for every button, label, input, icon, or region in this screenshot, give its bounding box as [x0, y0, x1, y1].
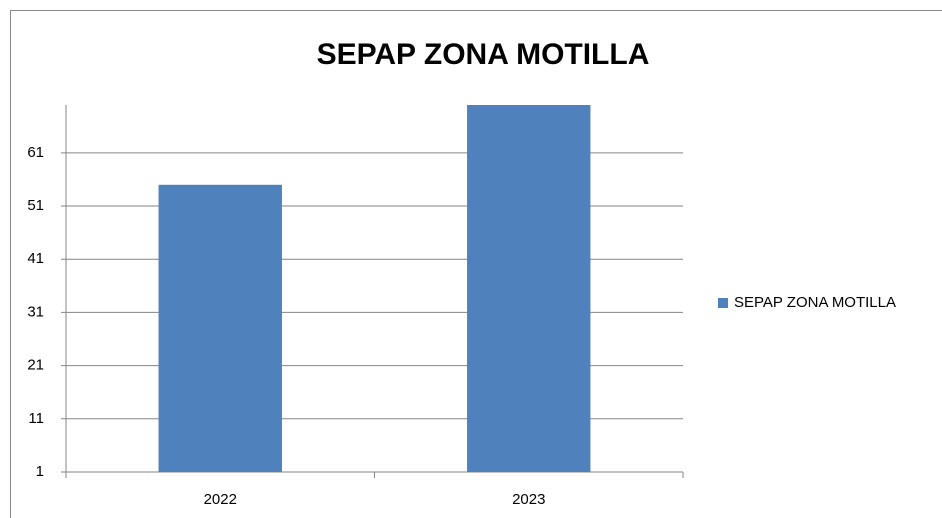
x-tick-label: 2023 — [512, 491, 545, 508]
bar — [467, 105, 591, 472]
y-tick-label: 31 — [27, 303, 44, 320]
y-tick-label: 21 — [27, 357, 44, 374]
x-tick-label: 2022 — [204, 491, 237, 508]
legend-label: SEPAP ZONA MOTILLA — [734, 294, 896, 311]
y-tick-label: 1 — [36, 463, 44, 480]
bar — [158, 184, 282, 473]
y-tick-label: 41 — [27, 250, 44, 267]
chart-title: SEPAP ZONA MOTILLA — [317, 38, 650, 71]
legend-swatch — [718, 298, 728, 308]
y-tick-label: 11 — [28, 410, 44, 427]
y-tick-label: 51 — [27, 197, 44, 214]
y-tick-label: 61 — [27, 144, 44, 161]
